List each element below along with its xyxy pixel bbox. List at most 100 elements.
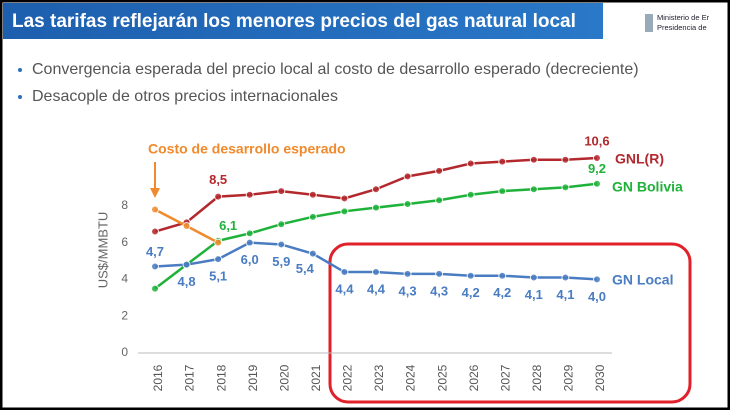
series-label: GNL(R) — [615, 151, 664, 167]
data-label: 4,1 — [525, 287, 543, 302]
data-label: 6,0 — [241, 252, 259, 267]
annotation-arrowhead — [150, 188, 160, 198]
data-label: 4,4 — [367, 281, 386, 296]
data-point — [308, 190, 317, 199]
data-point — [592, 275, 601, 284]
data-point — [561, 155, 570, 164]
header-title: Las tarifas reflejarán los menores preci… — [12, 11, 576, 32]
x-tick-label: 2022 — [341, 364, 355, 391]
logo-emblem — [645, 14, 653, 32]
data-point — [466, 271, 475, 280]
data-label: 5,9 — [272, 254, 290, 269]
series-label: GN Bolivia — [612, 179, 683, 195]
data-point — [245, 229, 254, 238]
data-point — [403, 269, 412, 278]
x-tick-label: 2023 — [372, 364, 386, 391]
series-label: GN Local — [612, 272, 673, 288]
data-point — [435, 166, 444, 175]
x-tick-label: 2026 — [467, 364, 481, 391]
data-label: 4,3 — [430, 283, 448, 298]
y-tick-label: 0 — [121, 345, 128, 359]
data-point — [498, 157, 507, 166]
data-point — [277, 240, 286, 249]
x-tick-label: 2025 — [435, 364, 449, 391]
data-point — [561, 273, 570, 282]
data-point — [403, 172, 412, 181]
data-point — [340, 207, 349, 216]
x-tick-label: 2028 — [530, 364, 544, 391]
bullet-text: Convergencia esperada del precio local a… — [32, 61, 639, 78]
y-tick-label: 6 — [121, 235, 128, 249]
data-point — [371, 268, 380, 277]
data-label: 5,4 — [296, 261, 315, 276]
data-point — [182, 222, 191, 231]
x-tick-label: 2029 — [562, 364, 576, 391]
data-label: 4,2 — [462, 285, 480, 300]
y-tick-label: 2 — [121, 308, 128, 322]
data-label: 9,2 — [588, 161, 606, 176]
x-tick-label: 2030 — [593, 364, 607, 391]
data-point — [151, 205, 159, 214]
data-point — [245, 190, 254, 199]
data-label: 4,1 — [556, 287, 574, 302]
header-bar — [3, 3, 603, 39]
data-point — [435, 196, 444, 205]
bullet-text: Desacople de otros precios internacional… — [32, 88, 338, 105]
y-tick-label: 4 — [121, 272, 128, 286]
data-point — [498, 271, 507, 280]
x-tick-label: 2021 — [309, 364, 323, 391]
data-point — [308, 212, 317, 221]
series-label: Costo de desarrollo esperado — [148, 141, 346, 157]
data-point — [592, 153, 601, 162]
y-axis-label: US$/MMBTU — [95, 212, 110, 289]
x-tick-label: 2024 — [404, 364, 418, 391]
data-point — [371, 185, 380, 194]
data-point — [466, 190, 475, 199]
bullet-dot — [18, 95, 22, 99]
data-point — [592, 179, 601, 188]
data-point — [182, 260, 191, 269]
data-label: 4,3 — [399, 283, 417, 298]
data-label: 4,0 — [588, 289, 606, 304]
x-tick-label: 2020 — [277, 364, 291, 391]
data-point — [371, 203, 380, 212]
data-point — [151, 262, 159, 271]
logo-line: Presidencia de — [657, 23, 707, 32]
data-point — [151, 284, 159, 293]
data-point — [308, 249, 317, 258]
data-label: 8,5 — [209, 172, 227, 187]
data-point — [151, 227, 159, 236]
data-point — [340, 268, 349, 277]
y-tick-label: 8 — [121, 198, 128, 212]
data-label: 6,1 — [219, 218, 237, 233]
data-label: 10,6 — [584, 133, 609, 148]
data-label: 4,8 — [178, 274, 196, 289]
data-point — [498, 187, 507, 196]
data-point — [529, 273, 538, 282]
data-point — [340, 194, 349, 203]
x-tick-label: 2017 — [183, 364, 197, 391]
x-tick-label: 2019 — [246, 364, 260, 391]
data-point — [529, 155, 538, 164]
data-point — [403, 199, 412, 208]
data-point — [245, 238, 254, 247]
x-tick-label: 2018 — [214, 364, 228, 391]
data-point — [435, 269, 444, 278]
data-point — [214, 238, 223, 247]
data-point — [277, 220, 286, 229]
x-tick-label: 2027 — [498, 364, 512, 391]
data-label: 4,2 — [493, 285, 511, 300]
data-point — [561, 183, 570, 192]
data-point — [214, 255, 223, 264]
logo-line: Ministerio de Er — [657, 13, 710, 22]
x-tick-label: 2016 — [151, 364, 165, 391]
data-label: 4,4 — [335, 281, 354, 296]
bullet-dot — [18, 68, 22, 72]
data-point — [466, 159, 475, 168]
data-point — [529, 185, 538, 194]
highlight-box — [328, 242, 692, 404]
data-point — [214, 192, 223, 201]
data-label: 4,7 — [146, 244, 164, 259]
